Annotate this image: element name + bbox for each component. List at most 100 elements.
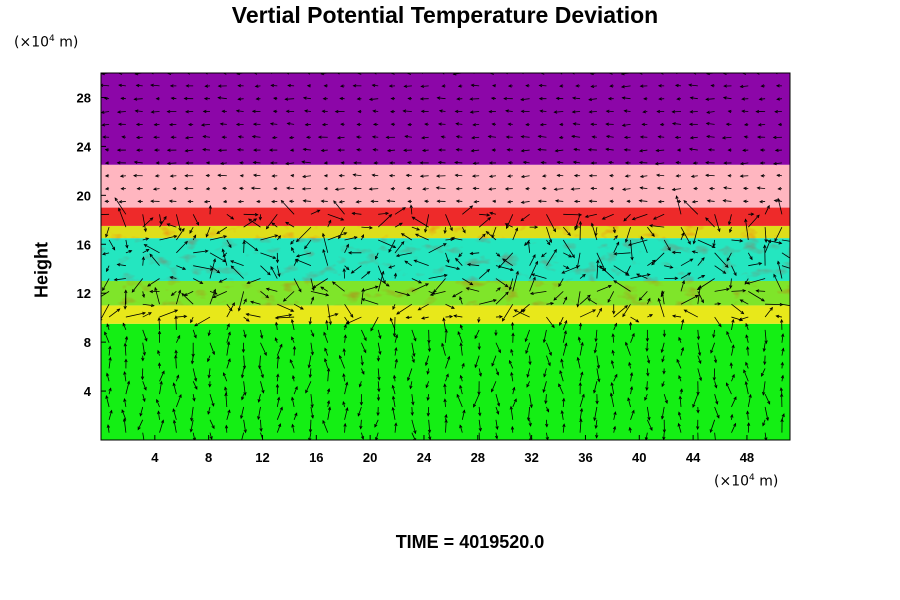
wind-vector-head (630, 256, 634, 261)
wind-vector-head (761, 391, 766, 396)
wind-vector (781, 362, 783, 369)
wind-vector (658, 136, 665, 138)
wind-vector-head (381, 270, 385, 275)
wind-vector (466, 287, 480, 292)
wind-vector (220, 162, 227, 165)
wind-vector-head (193, 334, 197, 339)
wind-vector-head (395, 253, 400, 258)
wind-vector (208, 329, 211, 336)
wind-vector-head (520, 109, 525, 114)
wind-vector-head (534, 225, 539, 229)
wind-vector (396, 303, 413, 315)
wind-vector-head (625, 341, 629, 346)
wind-vector-head (370, 327, 374, 332)
wind-vector (241, 394, 245, 400)
wind-vector-head (469, 110, 474, 114)
wind-vector-head (717, 228, 721, 233)
wind-vector (285, 98, 295, 100)
wind-vector-head (391, 406, 395, 411)
wind-vector-head (304, 109, 308, 113)
wind-vector-head (588, 97, 592, 102)
x-tick-label: 28 (471, 450, 485, 465)
wind-vector-head (274, 337, 278, 342)
wind-vector (411, 406, 413, 416)
wind-vector-head (526, 383, 530, 388)
wind-vector-head (510, 267, 514, 272)
wind-vector-head (136, 148, 140, 152)
wind-vector-head (532, 276, 536, 281)
wind-vector-head (360, 435, 365, 440)
wind-vector-head (353, 161, 357, 165)
wind-vector (414, 259, 429, 267)
wind-vector (175, 290, 181, 305)
wind-vector (293, 412, 298, 420)
wind-vector-head (723, 161, 728, 165)
wind-vector (260, 381, 264, 393)
wind-vector (596, 355, 600, 369)
wind-vector-head (579, 418, 583, 423)
wind-vector (462, 278, 473, 286)
wind-vector-head (662, 333, 667, 338)
wind-vector-head (441, 84, 446, 88)
wind-vector-head (688, 147, 693, 151)
wind-vector-head (221, 109, 226, 114)
wind-vector-head (496, 410, 500, 415)
wind-vector (747, 411, 749, 420)
wind-vector-head (454, 257, 459, 262)
wind-vector-head (323, 186, 328, 191)
wind-vector-head (212, 258, 217, 263)
wind-vector-head (124, 335, 129, 340)
wind-vector-head (612, 310, 616, 315)
wind-vector-head (539, 109, 544, 113)
wind-vector (639, 200, 648, 202)
wind-vector (309, 316, 312, 325)
wind-vector-head (739, 299, 744, 303)
wind-vector (622, 188, 631, 191)
x-tick-label: 36 (578, 450, 592, 465)
wind-vector-head (304, 122, 309, 127)
wind-vector-head (640, 235, 644, 240)
wind-vector-head (646, 360, 651, 364)
wind-vector-head (183, 314, 188, 319)
wind-vector-head (506, 148, 511, 152)
wind-vector (577, 291, 581, 307)
wind-vector (697, 342, 701, 356)
wind-vector (613, 305, 628, 318)
wind-vector-head (659, 122, 664, 127)
wind-vector (474, 329, 480, 339)
wind-vector (529, 261, 538, 279)
wind-vector-head (688, 83, 692, 87)
wind-vector-head (400, 233, 405, 237)
wind-vector (554, 188, 564, 190)
wind-vector (412, 216, 429, 228)
wind-vector (653, 213, 665, 220)
wind-vector (322, 420, 329, 433)
wind-vector-head (490, 96, 495, 101)
wind-vector (478, 233, 486, 241)
wind-vector-head (671, 187, 676, 192)
wind-vector (697, 239, 715, 248)
wind-vector-head (123, 371, 127, 375)
wind-vector-head (775, 314, 780, 319)
wind-vector-head (758, 97, 763, 101)
wind-vector-head (471, 136, 475, 140)
wind-vector-head (505, 109, 509, 113)
wind-vector-head (237, 307, 241, 312)
wind-vector-head (739, 84, 744, 89)
wind-vector (275, 322, 278, 330)
wind-vector-head (203, 200, 208, 204)
wind-vector (745, 323, 749, 331)
wind-vector-head (184, 174, 189, 178)
wind-vector-head (539, 122, 544, 127)
wind-vector-head (288, 313, 293, 317)
wind-vector (640, 236, 648, 253)
wind-vector-head (556, 160, 561, 165)
wind-vector (425, 355, 430, 366)
wind-vector-head (368, 187, 373, 191)
wind-vector (593, 381, 598, 393)
wind-vector (360, 355, 363, 366)
wind-vector (266, 214, 278, 230)
wind-vector-head (763, 244, 767, 249)
wind-vector (157, 411, 160, 420)
wind-vector-head (212, 294, 217, 298)
